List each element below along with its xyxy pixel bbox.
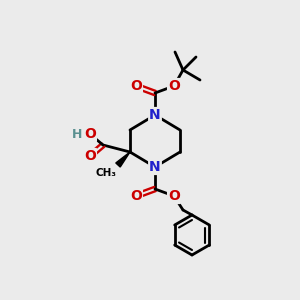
Text: O: O bbox=[130, 79, 142, 93]
Text: O: O bbox=[168, 189, 180, 203]
Polygon shape bbox=[116, 152, 130, 167]
Text: O: O bbox=[168, 79, 180, 93]
Text: H: H bbox=[72, 128, 82, 140]
Text: N: N bbox=[149, 160, 161, 174]
Text: O: O bbox=[84, 127, 96, 141]
Text: O: O bbox=[84, 149, 96, 163]
Text: O: O bbox=[130, 189, 142, 203]
Text: CH₃: CH₃ bbox=[96, 168, 117, 178]
Text: N: N bbox=[149, 108, 161, 122]
